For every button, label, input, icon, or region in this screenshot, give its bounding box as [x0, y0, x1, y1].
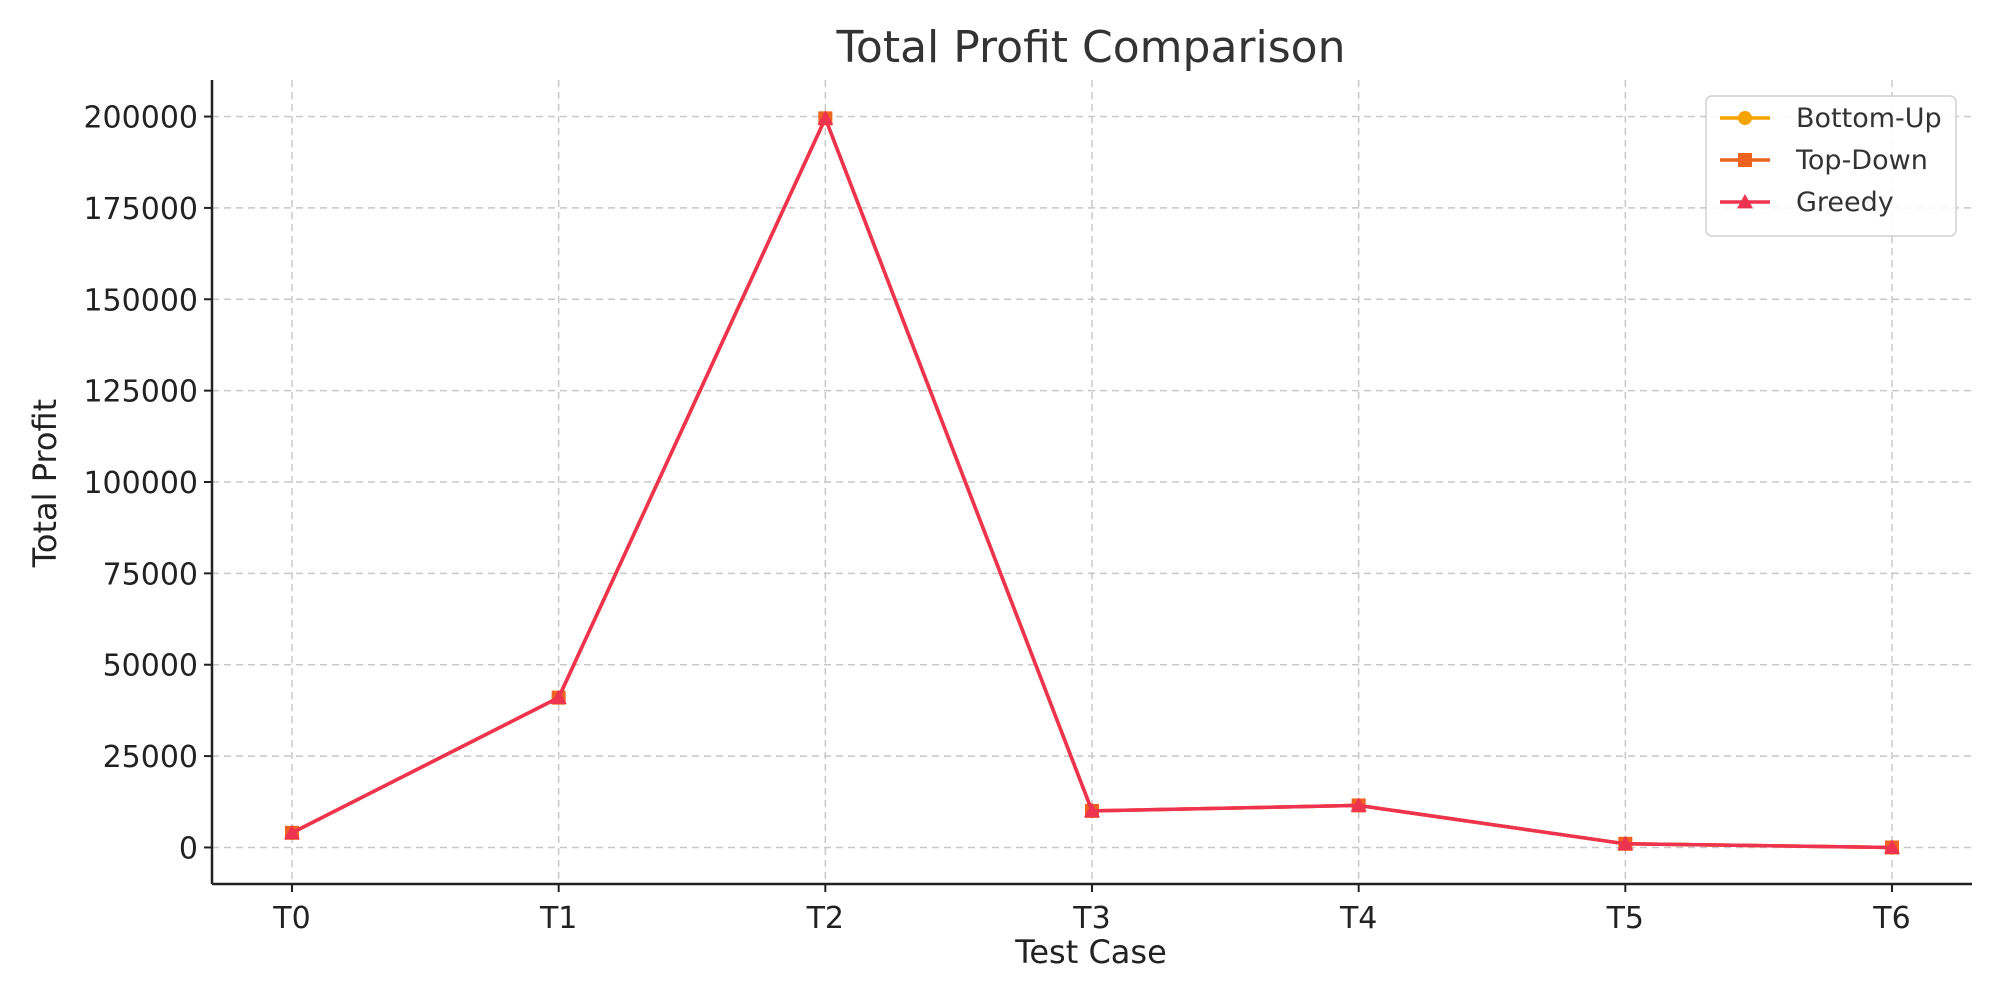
- legend-marker-icon: [1738, 111, 1752, 125]
- legend-marker-icon: [1738, 153, 1752, 167]
- x-tick-label: T4: [1339, 901, 1377, 936]
- y-tick-label: 25000: [103, 740, 198, 775]
- y-axis-label: Total Profit: [26, 399, 64, 568]
- x-tick-label: T1: [539, 901, 577, 936]
- data-point: [817, 110, 834, 125]
- series-lines: [284, 110, 1900, 855]
- x-tick-label: T5: [1606, 901, 1644, 936]
- y-tick-label: 0: [179, 831, 198, 866]
- legend-marker-icon: [1737, 194, 1753, 209]
- legend-label: Bottom-Up: [1796, 103, 1942, 134]
- y-tick-label: 75000: [103, 557, 198, 592]
- legend-item[interactable]: Greedy: [1720, 187, 1894, 218]
- tick-labels: 0 25000 50000 75000 100000 125000 150000 175000…: [83, 101, 1910, 936]
- data-point: [1350, 797, 1367, 812]
- legend-label: Greedy: [1796, 187, 1894, 218]
- data-point: [550, 689, 567, 705]
- y-tick-label: 50000: [103, 649, 198, 684]
- y-tick-label: 150000: [83, 283, 198, 318]
- x-tick-label: T6: [1872, 901, 1910, 936]
- legend-item[interactable]: Top-Down: [1720, 145, 1928, 176]
- y-tick-label: 175000: [83, 192, 198, 227]
- x-tick-label: T0: [272, 901, 310, 936]
- y-tick-label: 125000: [83, 375, 198, 410]
- y-tick-label: 200000: [83, 101, 198, 136]
- x-axis-label: Test Case: [1014, 933, 1167, 971]
- data-point: [1884, 839, 1900, 854]
- x-tick-label: T2: [806, 901, 844, 936]
- chart-title: Total Profit Comparison: [836, 22, 1346, 73]
- data-point: [284, 824, 300, 840]
- data-point: [1617, 835, 1634, 851]
- axes: [204, 80, 1972, 892]
- legend-label: Top-Down: [1795, 145, 1928, 176]
- x-tick-label: T3: [1072, 901, 1110, 936]
- data-point: [1084, 802, 1100, 818]
- y-tick-label: 100000: [83, 466, 198, 501]
- grid: [212, 80, 1972, 884]
- legend-item[interactable]: Bottom-Up: [1720, 103, 1942, 134]
- legend[interactable]: Bottom-Up Top-Down Greedy: [1705, 95, 1957, 237]
- series-greedy: [284, 110, 1900, 854]
